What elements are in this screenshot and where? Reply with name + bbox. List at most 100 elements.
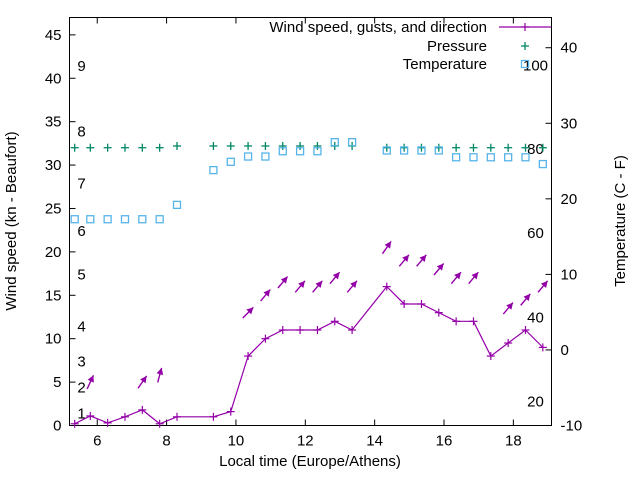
pressure-point [452,143,461,152]
x-axis-tick-label: 12 [297,433,314,450]
y2-axis-tick-label: 10 [561,266,578,283]
temperature-point [120,215,130,224]
y-axis-tick-label: 40 [45,70,62,87]
temperature-point [70,215,79,224]
y-axis-title: Wind speed (kn - Beaufort) [3,131,20,310]
wind-speed-point [155,419,164,428]
temperature-point [86,215,95,224]
y-axis-tick-label: 25 [45,200,62,217]
pressure-point [120,143,129,152]
beaufort-label: 7 [77,175,85,192]
y2-axis-ticks-group: -10 0 10 20 30 40 [545,40,582,435]
temperature-point [521,153,530,162]
fahrenheit-label: 20 [527,394,544,411]
wind-speed-point [226,407,235,416]
beaufort-scale-labels: 1 2 3 4 5 6 7 8 9 [77,58,85,422]
pressure-point [382,143,391,152]
temperature-point [172,200,182,210]
gust-direction-arrows [86,240,549,390]
x-axis-tick-label: 14 [366,433,383,450]
y-axis-ticks-group: 0 5 10 15 20 25 30 35 40 45 [45,27,76,435]
pressure-point [296,141,305,150]
wind-speed-series [70,282,547,428]
temperature-point [347,138,357,147]
gust-arrow [277,276,289,289]
pressure-point [538,143,547,152]
gust-arrow [381,240,392,255]
pressure-point [504,143,513,152]
temperature-point [278,147,287,156]
wind-speed-point [486,352,495,361]
wind-speed-point [244,352,253,361]
wind-speed-point [417,299,426,308]
wind-speed-point [452,317,461,326]
pressure-series [70,141,547,152]
temperature-series [70,138,547,224]
legend-sample-marker [521,42,529,50]
y2-axis-tick-label: 20 [561,191,578,208]
wind-speed-point [434,308,443,317]
temperature-point [226,157,235,166]
gust-arrow [450,271,462,285]
temperature-point [243,152,253,161]
fahrenheit-label: 100 [523,57,548,74]
pressure-point [103,143,112,152]
wind-speed-point [296,326,305,335]
legend-sample-marker [520,59,530,69]
pressure-point [209,141,218,150]
x-axis-tick-label: 6 [93,433,101,450]
legend-group: Wind speed, gusts, and direction Pressure… [269,19,551,73]
wind-speed-point [330,317,339,326]
fahrenheit-label: 40 [527,310,544,327]
pressure-point [469,143,478,152]
wind-speed-point [172,412,181,421]
wind-speed-point [86,411,95,420]
gust-arrow [468,271,479,285]
gust-arrow [329,271,341,285]
y-axis-tick-label: 30 [45,157,62,174]
legend-sample-marker [521,23,529,31]
temperature-point [451,153,461,162]
temperature-point [261,152,270,161]
x-axis-tick-label: 10 [228,433,245,450]
gust-arrow [502,302,514,315]
pressure-point [226,141,235,150]
wind-speed-point [209,412,218,421]
pressure-point [70,143,79,152]
beaufort-label: 6 [77,223,85,240]
wind-speed-point [382,282,391,291]
gust-arrow [86,375,95,390]
pressure-point [486,143,495,152]
y2-axis-tick-label: 40 [561,40,578,57]
fahrenheit-scale-labels: 20 40 60 80 100 [523,57,548,410]
temperature-point [538,159,547,169]
pressure-point [434,143,443,152]
beaufort-label: 8 [77,123,85,140]
pressure-point [278,141,287,150]
wind-speed-point [521,326,530,335]
gust-arrow [242,306,254,319]
y-axis-tick-label: 45 [45,27,62,44]
legend-label: Wind speed, gusts, and direction [269,19,487,36]
temperature-point [382,146,391,155]
temperature-point [399,146,409,155]
x-axis-tick-label: 8 [162,433,170,450]
gust-arrow [398,254,410,267]
wind-speed-point [278,326,287,335]
wind-speed-point [504,339,513,348]
wind-speed-point [103,418,112,427]
temperature-point [209,165,218,175]
gust-arrow [433,263,445,276]
gust-arrow [156,367,164,383]
gust-arrow [137,375,148,389]
temperature-point [103,215,112,224]
y-axis-tick-label: 5 [53,374,61,391]
wind-speed-point [120,412,129,421]
x-axis-tick-label: 18 [505,433,522,450]
wind-speed-line [74,285,544,425]
plot-frame-group [69,17,552,426]
fahrenheit-label: 80 [527,141,544,158]
pressure-point [400,143,409,152]
wind-speed-point [261,334,270,343]
